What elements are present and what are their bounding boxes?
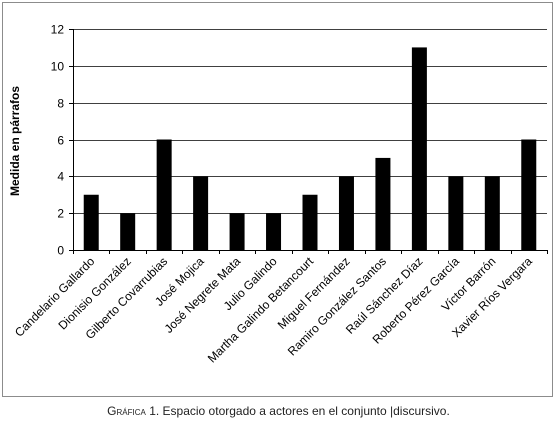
bars bbox=[83, 47, 537, 250]
y-tick-labels: 0 2 4 6 8 10 12 bbox=[51, 23, 65, 258]
figure-caption: Gráfica 1. Espacio otorgado a actores en… bbox=[0, 404, 557, 418]
y-axis-label: Medida en párrafos bbox=[8, 86, 22, 196]
y-tick-label: 4 bbox=[57, 170, 64, 184]
caption-text: 1. Espacio otorgado a actores en el conj… bbox=[149, 404, 450, 418]
bar-4 bbox=[193, 176, 209, 250]
bar-7 bbox=[302, 194, 318, 250]
bar-8 bbox=[338, 176, 354, 250]
bar-1 bbox=[83, 194, 99, 250]
axes bbox=[69, 29, 548, 254]
y-tick-label: 6 bbox=[57, 134, 64, 148]
bar-3 bbox=[156, 139, 172, 250]
y-tick-label: 12 bbox=[51, 23, 65, 37]
bar-11 bbox=[448, 176, 464, 250]
y-tick-label: 10 bbox=[51, 60, 65, 74]
y-tick-label: 8 bbox=[57, 97, 64, 111]
bar-6 bbox=[266, 213, 282, 250]
y-tick-label: 2 bbox=[57, 207, 64, 221]
bar-10 bbox=[411, 47, 427, 250]
bar-12 bbox=[484, 176, 500, 250]
bar-2 bbox=[120, 213, 136, 250]
gridlines bbox=[73, 29, 547, 214]
bar-5 bbox=[229, 213, 245, 250]
bar-13 bbox=[521, 139, 537, 250]
caption-prefix: Gráfica bbox=[107, 404, 146, 418]
y-tick-label: 0 bbox=[57, 244, 64, 258]
bar-9 bbox=[375, 157, 391, 250]
